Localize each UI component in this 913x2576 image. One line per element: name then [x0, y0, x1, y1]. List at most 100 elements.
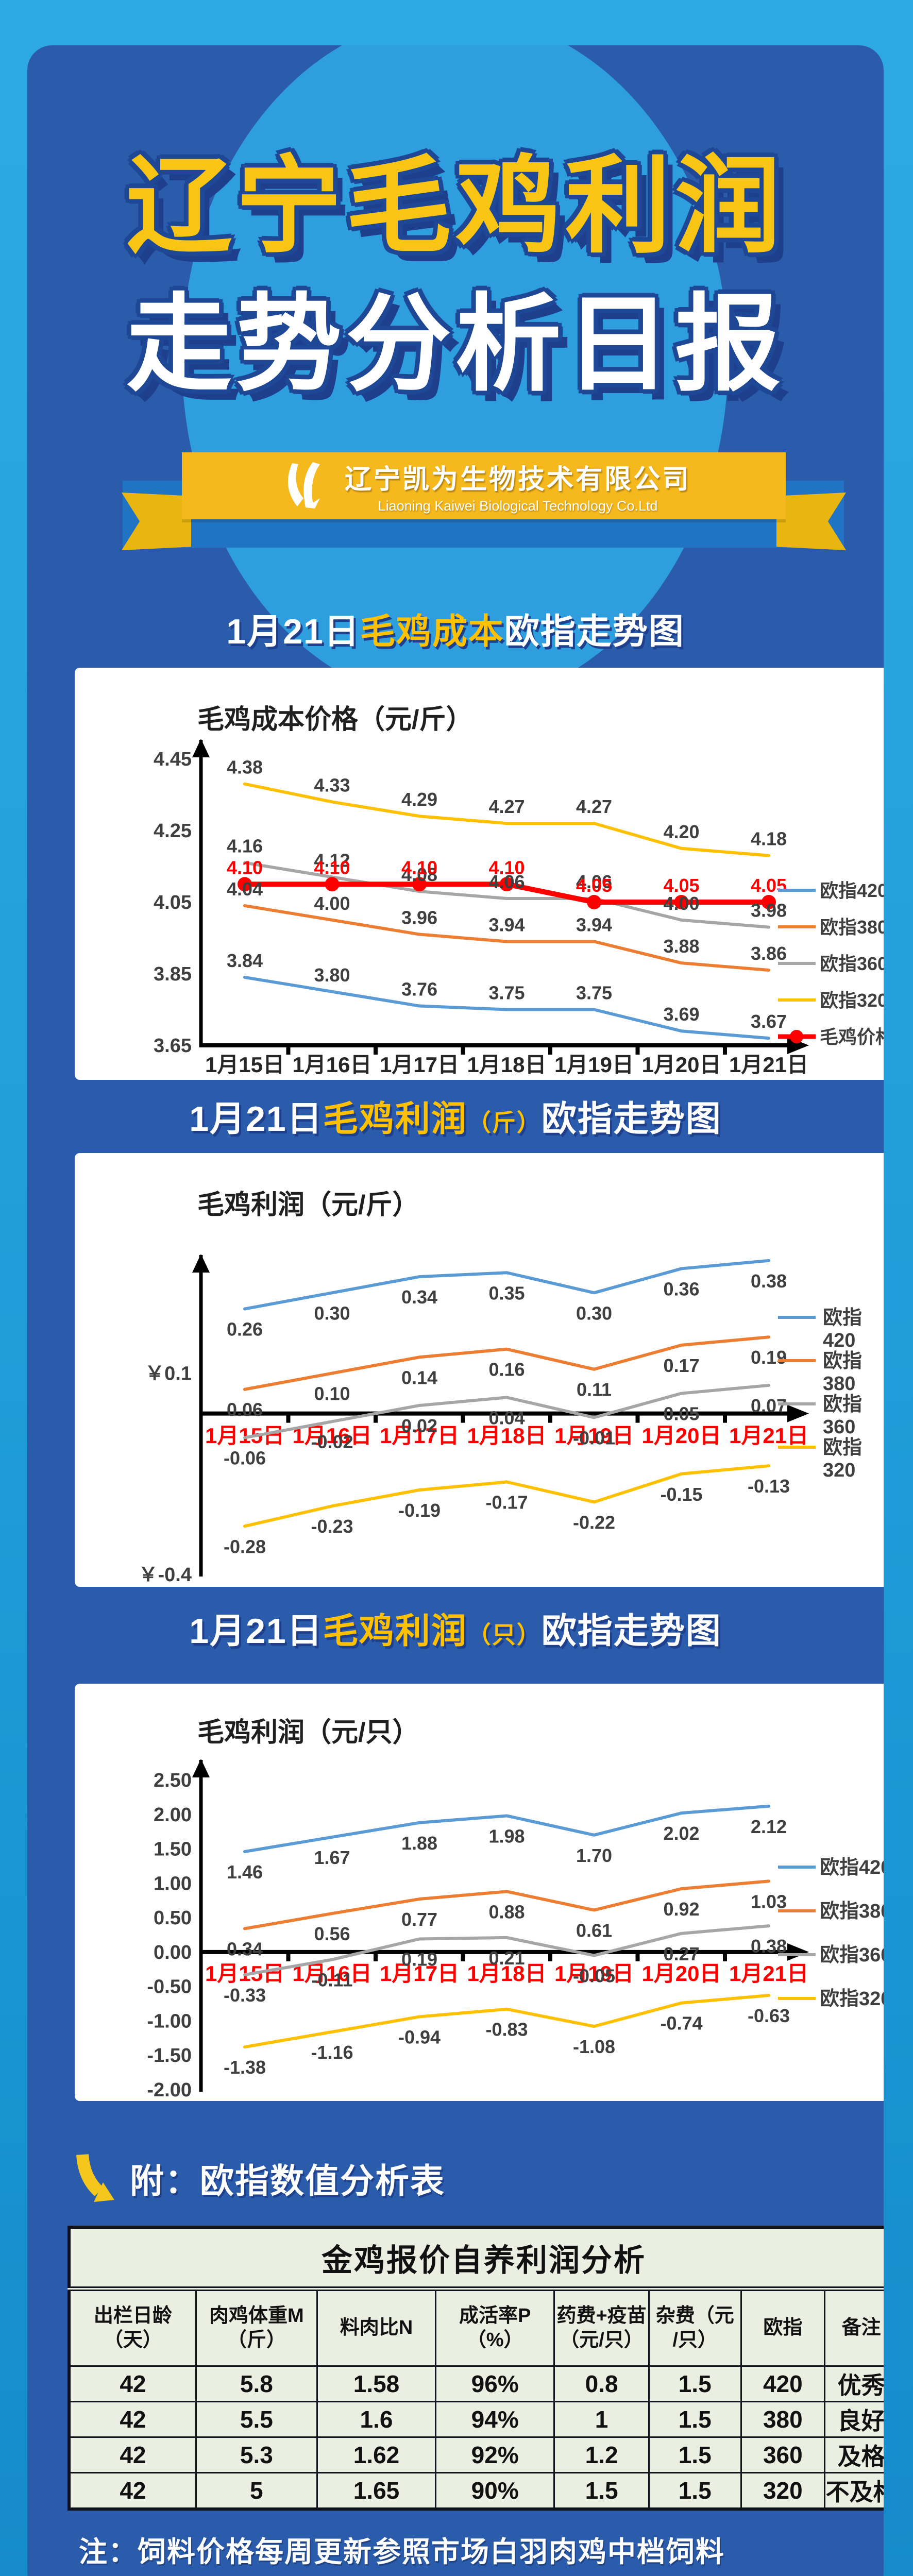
section3-date: 1月21日 [189, 1612, 323, 1651]
profit-analysis-table: 金鸡报价自养利润分析 出栏日龄 （天） 肉鸡体重M （斤） 料肉比N 成活率P （%）药… [67, 2226, 884, 2511]
data-label: -0.33 [224, 1985, 266, 2006]
data-label: 3.88 [663, 936, 699, 957]
table-cell: 良好 [824, 2401, 884, 2438]
table-header: 出栏日龄 （天） [68, 2286, 197, 2367]
table-cell: 5 [195, 2472, 318, 2510]
svg-text:欧指420: 欧指420 [820, 1857, 884, 1878]
table-cell: 1.58 [316, 2365, 437, 2402]
data-label: -0.83 [485, 2019, 528, 2040]
data-label: 3.75 [488, 982, 525, 1004]
section2-unit: （斤） [467, 1109, 542, 1136]
data-label: 3.98 [751, 900, 787, 921]
data-label: 0.14 [401, 1367, 437, 1388]
data-label: 4.20 [663, 821, 699, 842]
svg-text:欧指320: 欧指320 [820, 1988, 884, 2010]
svg-text:4.45: 4.45 [154, 749, 192, 770]
data-label: 0.19 [401, 1949, 437, 1970]
data-label: 4.05 [751, 875, 787, 896]
main-panel: 辽宁毛鸡利润 走势分析日报 辽宁凯为生物技术有限公司 Liaoning Kaiw… [27, 45, 884, 2576]
svg-text:1月20日: 1月20日 [641, 1423, 721, 1448]
table-cell: 5.5 [195, 2401, 318, 2438]
svg-text:1月20日: 1月20日 [641, 1053, 721, 1077]
svg-text:1.50: 1.50 [154, 1839, 192, 1860]
data-label: 3.84 [227, 950, 263, 971]
company-name-cn: 辽宁凯为生物技术有限公司 [344, 465, 691, 495]
data-label: -0.05 [573, 1965, 615, 1987]
table-cell: 1.6 [316, 2401, 437, 2438]
table-cell: 360 [740, 2436, 826, 2473]
svg-text:1月21日: 1月21日 [729, 1053, 808, 1077]
svg-text:欧指: 欧指 [823, 1437, 862, 1459]
section1-tail: 欧指走势图 [504, 612, 685, 651]
svg-text:1月21日: 1月21日 [729, 1423, 808, 1448]
svg-text:0.00: 0.00 [154, 1942, 192, 1963]
data-label: -0.13 [748, 1476, 790, 1497]
svg-text:1月19日: 1月19日 [554, 1053, 634, 1077]
series-欧指380 [243, 1879, 770, 1930]
data-label: 0.36 [663, 1278, 699, 1299]
table-cell: 320 [740, 2472, 826, 2510]
section1-topic: 毛鸡成本 [360, 612, 504, 651]
data-label: 4.05 [576, 875, 612, 896]
data-label: 3.80 [314, 964, 350, 986]
table-cell: 0.8 [553, 2365, 650, 2402]
data-label: 4.38 [227, 757, 263, 778]
table-cell: 1.5 [553, 2472, 650, 2510]
data-label: 1.46 [227, 1861, 263, 1883]
ribbon-gold: 辽宁凯为生物技术有限公司 Liaoning Kaiwei Biological … [182, 452, 786, 519]
series-欧指320 [243, 1464, 770, 1528]
data-label: 0.38 [751, 1270, 787, 1292]
data-label: 1.67 [314, 1847, 350, 1868]
section1-date: 1月21日 [226, 612, 360, 651]
data-label: 4.04 [227, 878, 263, 900]
data-label: -0.19 [398, 1500, 441, 1521]
series-欧指420 [243, 1259, 770, 1311]
svg-text:1月15日: 1月15日 [205, 1423, 284, 1448]
data-label: 4.27 [576, 796, 612, 817]
section-header-profit-jin: 1月21日毛鸡利润（斤）欧指走势图 [27, 1090, 884, 1141]
table-cell: 1.2 [553, 2436, 650, 2473]
note-line1: 注：饲料价格每周更新参照市场白羽肉鸡中档饲料 [79, 2536, 725, 2568]
background-ellipse [182, 45, 728, 705]
data-label: 0.10 [314, 1383, 350, 1404]
data-label: 4.00 [314, 893, 350, 914]
data-label: 4.12 [314, 850, 350, 871]
table-cell: 1 [553, 2401, 650, 2438]
svg-text:-2.00: -2.00 [147, 2079, 192, 2101]
svg-text:380: 380 [823, 1373, 855, 1395]
table-cell: 96% [435, 2365, 555, 2402]
svg-text:欧指360: 欧指360 [820, 1944, 884, 1966]
svg-text:1月18日: 1月18日 [467, 1961, 546, 1986]
data-label: 0.61 [576, 1920, 612, 1941]
series-欧指320 [243, 1994, 770, 2049]
series-欧指420 [243, 975, 770, 1040]
page-title-line2: 走势分析日报 [126, 285, 785, 403]
svg-text:1月17日: 1月17日 [380, 1423, 459, 1448]
data-label: -1.08 [573, 2036, 615, 2057]
data-label: 4.16 [227, 836, 263, 857]
svg-text:0.50: 0.50 [154, 1907, 192, 1929]
table-row: 42 5.3 1.62 92% 1.2 1.5 360 及格 [68, 2436, 884, 2473]
data-label: -0.11 [311, 1970, 352, 1991]
data-label: 1.70 [576, 1845, 612, 1866]
table-header: 成活率P （%） [435, 2286, 555, 2367]
svg-text:1月16日: 1月16日 [292, 1053, 371, 1077]
table-cell: 94% [435, 2401, 555, 2438]
svg-text:4.25: 4.25 [154, 820, 192, 842]
data-label: 0.56 [314, 1923, 350, 1944]
table-title: 金鸡报价自养利润分析 [68, 2226, 884, 2290]
table-cell: 42 [68, 2401, 197, 2438]
svg-text:1.00: 1.00 [154, 1873, 192, 1894]
svg-text:-0.50: -0.50 [147, 1976, 192, 1998]
table-cell: 不及格 [824, 2472, 884, 2510]
svg-text:￥0.1: ￥0.1 [145, 1363, 192, 1385]
table-cell: 5.8 [195, 2365, 318, 2402]
profit-bird-chart-card: 毛鸡利润（元/只） 2.50 2.00 1.50 1.00 0.50 0.00 -0.50 -1… [75, 1684, 884, 2101]
data-label: 4.27 [488, 796, 525, 817]
data-label: 0.30 [576, 1302, 612, 1324]
data-label: 0.17 [663, 1355, 699, 1376]
data-label: 2.12 [751, 1816, 787, 1837]
cost-chart: 毛鸡成本价格（元/斤）4.45 4.25 4.05 3.85 3.65 1月15日 1月16… [154, 705, 884, 1077]
